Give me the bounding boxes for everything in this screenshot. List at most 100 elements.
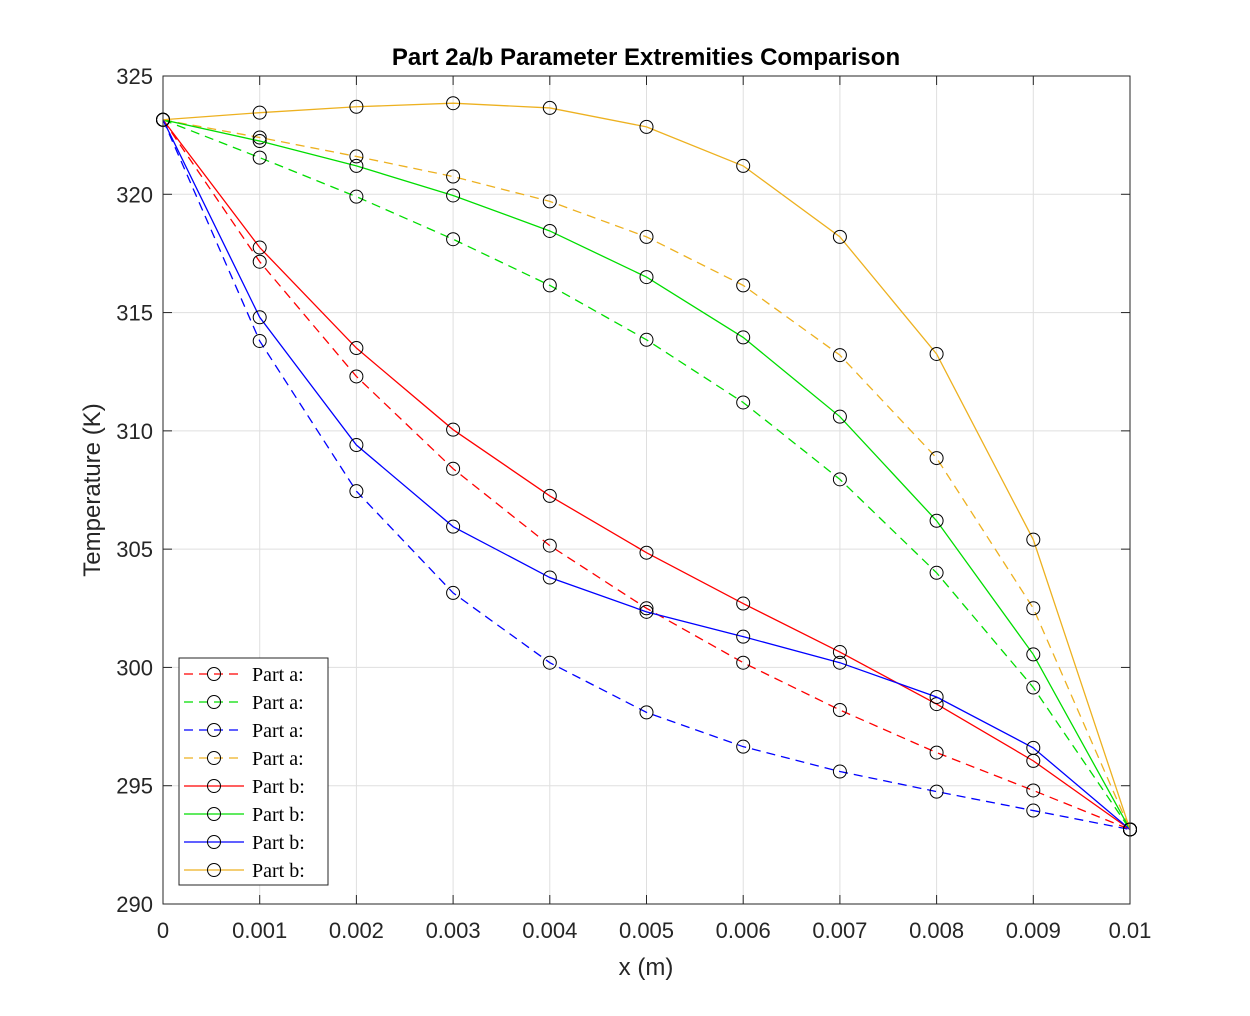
data-point	[1026, 532, 1041, 547]
legend-marker	[207, 751, 221, 765]
legend-label: Part a:	[252, 692, 304, 714]
legend-label: Part a:	[252, 748, 304, 770]
data-point	[252, 240, 267, 255]
legend-item: Part a:	[184, 748, 304, 770]
y-axis-label: Temperature (K)	[79, 403, 106, 576]
series-line	[162, 119, 1131, 830]
data-point	[832, 409, 847, 424]
data-point	[832, 703, 847, 718]
legend-marker	[207, 863, 221, 877]
data-point	[639, 604, 654, 619]
data-point	[929, 451, 944, 466]
data-point	[929, 745, 944, 760]
legend-label: Part a:	[252, 720, 304, 742]
data-point	[832, 655, 847, 670]
series-line	[162, 119, 1131, 831]
x-tick-label: 0.005	[619, 918, 674, 943]
data-point	[736, 330, 751, 345]
data-point	[252, 333, 267, 348]
legend-marker	[207, 807, 221, 821]
data-point	[349, 341, 364, 356]
data-point	[736, 629, 751, 644]
series-line	[162, 119, 1131, 831]
data-point	[639, 705, 654, 720]
data-point	[446, 422, 461, 437]
data-point	[639, 270, 654, 285]
y-tick-label: 295	[116, 774, 153, 799]
y-tick-label: 300	[116, 655, 153, 680]
series-line	[162, 119, 1131, 830]
legend-item: Part a:	[184, 720, 304, 742]
data-point	[736, 596, 751, 611]
data-point	[929, 513, 944, 528]
data-point	[736, 278, 751, 293]
data-point	[542, 570, 557, 585]
x-tick-label: 0.002	[329, 918, 384, 943]
data-point	[639, 229, 654, 244]
legend-item: Part b:	[184, 804, 305, 826]
data-point	[542, 194, 557, 209]
legend-label: Part a:	[252, 664, 304, 686]
legend-marker	[207, 723, 221, 737]
data-point	[639, 601, 654, 616]
ticks: 0 0.001 0.002 0.003 0.004 0.005 0.006 0.007 0.00…	[116, 64, 1151, 943]
data-point	[349, 484, 364, 499]
x-tick-label: 0	[157, 918, 169, 943]
data-point	[542, 223, 557, 238]
legend-label: Part b:	[252, 776, 305, 798]
data-point	[1026, 783, 1041, 798]
data-point	[446, 585, 461, 600]
legend-marker	[207, 667, 221, 681]
data-point	[929, 690, 944, 704]
data-point	[349, 149, 364, 164]
data-point	[446, 232, 461, 247]
x-tick-label: 0.004	[522, 918, 577, 943]
series-line	[162, 102, 1131, 830]
y-tick-label: 320	[116, 182, 153, 207]
legend-item: Part a:	[184, 664, 304, 686]
data-point	[446, 188, 461, 203]
data-point	[832, 472, 847, 487]
data-point	[349, 369, 364, 384]
legend-marker	[207, 779, 221, 793]
legend-item: Part b:	[184, 776, 305, 798]
x-tick-label: 0.009	[1006, 918, 1061, 943]
data-point	[1026, 601, 1041, 616]
series-line	[162, 119, 1131, 830]
legend-item: Part b:	[184, 860, 305, 882]
data-point	[929, 346, 944, 361]
data-point	[446, 519, 461, 534]
data-point	[349, 158, 364, 173]
legend-item: Part a:	[184, 692, 304, 714]
data-point	[252, 130, 267, 145]
data-point	[542, 488, 557, 503]
legend-marker	[207, 835, 221, 849]
data-point	[252, 105, 267, 120]
legend-label: Part b:	[252, 832, 305, 854]
data-point	[639, 119, 654, 134]
data-point	[1026, 680, 1041, 695]
series-layer	[156, 96, 1137, 837]
data-point	[1026, 740, 1041, 755]
data-point	[929, 784, 944, 799]
data-point	[349, 99, 364, 114]
legend-label: Part b:	[252, 860, 305, 882]
data-point	[736, 395, 751, 410]
x-tick-label: 0.01	[1109, 918, 1152, 943]
data-point	[252, 254, 267, 269]
data-point	[832, 348, 847, 363]
y-tick-label: 290	[116, 892, 153, 917]
data-point	[736, 739, 751, 754]
data-point	[832, 645, 847, 660]
data-point	[736, 158, 751, 173]
legend-marker	[207, 695, 221, 709]
data-point	[1026, 803, 1041, 818]
y-tick-label: 315	[116, 301, 153, 326]
series-line	[162, 119, 1131, 830]
legend-item: Part b:	[184, 832, 305, 854]
series-line	[162, 119, 1131, 831]
data-point	[252, 150, 267, 165]
data-point	[349, 438, 364, 453]
x-axis-label: x (m)	[619, 954, 674, 981]
y-tick-label: 325	[116, 64, 153, 89]
